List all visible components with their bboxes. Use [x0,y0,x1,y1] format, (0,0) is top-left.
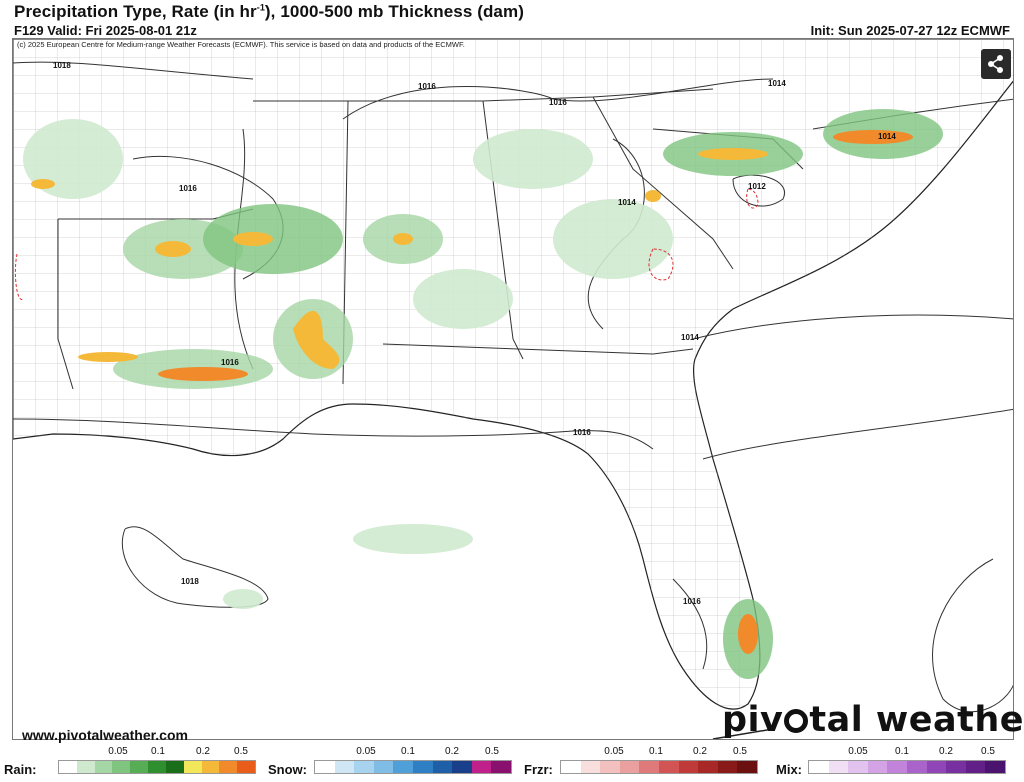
legend-swatch [393,761,413,773]
legend-swatch [59,761,77,773]
legend-swatch [926,761,947,773]
legend-swatch [112,761,131,773]
website-link[interactable]: www.pivotalweather.com [22,727,188,743]
map-canvas: 1018 1016 1016 1016 1014 1012 1014 1014 … [13,39,1013,739]
legend-swatch [946,761,966,773]
legend-tick: 0.5 [981,746,995,757]
legend-tick: 0.5 [733,746,747,757]
legend-swatch [201,761,220,773]
legend-swatch [658,761,679,773]
legend-swatch [678,761,699,773]
isobar-label: 1016 [418,82,436,91]
legend-label: Frzr: [524,762,553,777]
init-time: Init: Sun 2025-07-27 12z ECMWF [810,23,1010,38]
legend-swatch [183,761,202,773]
isobar-label: 1016 [683,597,701,606]
legend-swatch [717,761,738,773]
legend-label: Rain: [4,762,37,777]
legend-swatch [639,761,659,773]
frzr-contours [14,188,759,300]
legend-tick: 0.5 [485,746,499,757]
copyright-notice: (c) 2025 European Centre for Medium-rang… [17,40,465,49]
legend-tick: 0.2 [196,746,210,757]
isobar-label: 1016 [549,98,567,107]
legend-swatch [867,761,888,773]
legend-swatch [985,761,1005,773]
legend-swatch [561,761,581,773]
legend-swatch [432,761,453,773]
isobar-label: 1014 [681,333,699,342]
isobar-label: 1012 [748,182,766,191]
legend-swatch [165,761,184,773]
isobar-label: 1016 [573,428,591,437]
valid-time: F129 Valid: Fri 2025-08-01 21z [14,23,197,38]
legend-frzr: Frzr: 0.05 0.1 0.2 0.5 [524,746,758,782]
isobar-label: 1018 [181,577,199,586]
legend-tick: 0.05 [604,746,624,757]
legend-colorbar [560,760,758,774]
legend-tick: 0.2 [445,746,459,757]
forecast-map[interactable]: 1018 1016 1016 1016 1014 1012 1014 1014 … [12,38,1014,740]
legend-swatch [887,761,907,773]
legend-tick: 0.2 [939,746,953,757]
legend-swatch [130,761,149,773]
legend-swatch [600,761,620,773]
legend-tick: 0.2 [693,746,707,757]
legend-tick: 0.05 [848,746,868,757]
legend-tick: 0.5 [234,746,248,757]
legend-swatch [580,761,601,773]
legend-rain: Rain: 0.05 0.1 0.2 0.5 [4,746,256,782]
legend-mix: Mix: 0.05 0.1 0.2 0.5 [776,746,1016,782]
isobar-label: 1016 [179,184,197,193]
isobar-label: 1014 [768,79,786,88]
legend-swatch [354,761,374,773]
isobar-label: 1014 [878,132,896,141]
legend-swatch [619,761,640,773]
legend-tick: 0.1 [401,746,415,757]
isobar-label: 1018 [53,61,71,70]
legend-swatch [412,761,433,773]
logo-gear-icon [784,709,809,733]
legend-tick: 0.05 [108,746,128,757]
legend-swatch [809,761,829,773]
legend-swatch [471,761,492,773]
legend-swatch [491,761,511,773]
precipitation-field [23,109,943,679]
pivotal-weather-logo: piv tal weather [722,700,1024,740]
legend-swatch [237,761,255,773]
legend-swatch [334,761,355,773]
legend-swatch [76,761,95,773]
legend-colorbar [58,760,256,774]
legend-snow: Snow: 0.05 0.1 0.2 0.5 [268,746,512,782]
legend-swatch [219,761,238,773]
isobar-label: 1014 [618,198,636,207]
legend-swatch [828,761,849,773]
legend-label: Mix: [776,762,802,777]
share-icon [988,55,1003,73]
legend-swatch [452,761,472,773]
legend-swatch [906,761,927,773]
legend-swatch [315,761,335,773]
legend-colorbar [314,760,512,774]
legend-tick: 0.1 [649,746,663,757]
legend-swatch [373,761,394,773]
legend-tick: 0.05 [356,746,376,757]
legend-swatch [737,761,757,773]
header: Precipitation Type, Rate (in hr-1), 1000… [0,0,1024,38]
isobar-label: 1016 [221,358,239,367]
share-button[interactable] [981,49,1011,79]
legend-tick: 0.1 [895,746,909,757]
legend-swatch [148,761,166,773]
legend-label: Snow: [268,762,307,777]
legend-colorbar [808,760,1006,774]
map-title: Precipitation Type, Rate (in hr-1), 1000… [14,2,524,21]
legend-tick: 0.1 [151,746,165,757]
legend-swatch [698,761,718,773]
legend-swatch [848,761,868,773]
legend-swatch [94,761,113,773]
legend-swatch [965,761,986,773]
